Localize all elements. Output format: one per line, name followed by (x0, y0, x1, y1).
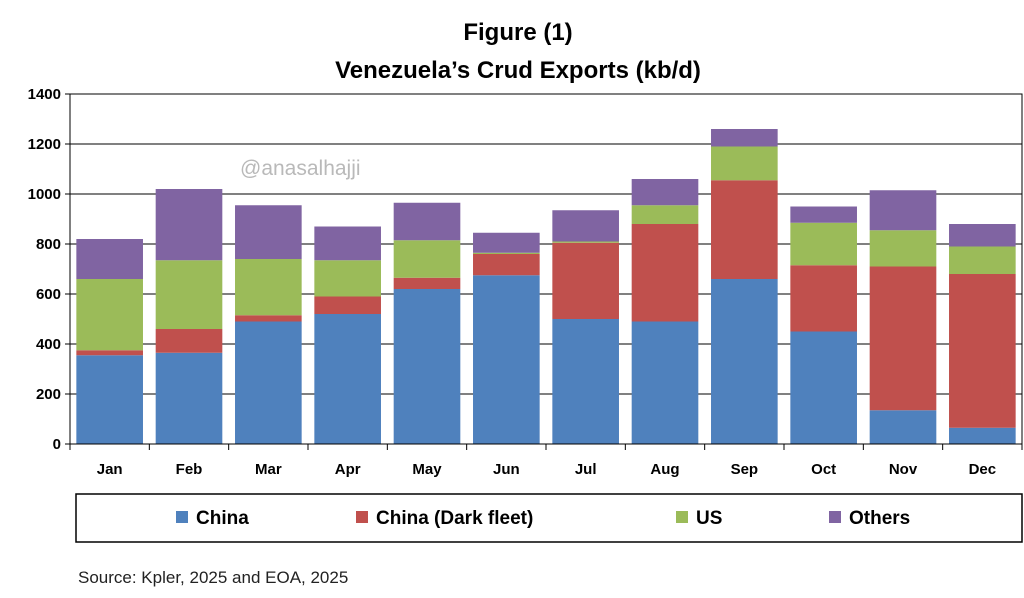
bars (76, 129, 1016, 444)
source-note: Source: Kpler, 2025 and EOA, 2025 (78, 568, 349, 587)
chart-title: Figure (1) (463, 19, 572, 46)
bar-us-jan (76, 279, 143, 351)
legend: China China (Dark fleet) US Others (176, 508, 910, 529)
chart-subtitle: Venezuela’s Crud Exports (kb/d) (335, 57, 701, 84)
bar-others-apr (314, 226, 381, 261)
bar-china-dark-fleet-dec (949, 274, 1016, 428)
bar-china-jun (473, 275, 540, 444)
y-tick-label: 800 (36, 236, 61, 253)
axes: 0 200 400 600 800 1000 1200 1400 Jan Feb Mar Apr May… (28, 86, 1023, 478)
x-tick-label: Mar (255, 461, 282, 478)
bar-us-feb (155, 260, 223, 329)
bar-us-mar (235, 259, 302, 316)
legend-swatch (676, 511, 688, 523)
bar-others-jun (473, 232, 540, 253)
watermark: @anasalhajji (240, 157, 361, 180)
y-tick-label: 1000 (28, 186, 61, 203)
bar-us-jul (552, 241, 619, 243)
bar-us-aug (631, 205, 699, 224)
bar-china-aug (631, 321, 699, 444)
bar-us-nov (869, 230, 937, 267)
bar-china-dark-fleet-nov (869, 266, 937, 411)
x-tick-label: Apr (335, 461, 361, 478)
y-tick-label: 400 (36, 336, 61, 353)
bar-others-aug (631, 179, 699, 206)
bar-china-dark-fleet-mar (235, 315, 302, 322)
x-tick-label: Sep (731, 461, 759, 478)
bar-others-jul (552, 210, 619, 242)
bar-others-sep (711, 129, 778, 147)
bar-china-oct (790, 331, 857, 444)
bar-others-mar (235, 205, 302, 259)
bar-us-apr (314, 260, 381, 297)
bar-china-apr (314, 314, 381, 444)
bar-china-dec (949, 427, 1016, 444)
bar-china-dark-fleet-jun (473, 254, 540, 276)
bar-us-may (393, 240, 461, 278)
bar-china-dark-fleet-jul (552, 242, 619, 319)
legend-box (75, 493, 1023, 543)
bar-china-dark-fleet-aug (631, 224, 699, 322)
legend-label: China (Dark fleet) (376, 508, 533, 529)
legend-label: China (196, 508, 249, 529)
legend-swatch (176, 511, 188, 523)
bar-china-jul (552, 319, 619, 444)
bar-others-nov (869, 190, 937, 231)
y-tick-label: 0 (53, 436, 61, 453)
bar-others-feb (155, 189, 223, 261)
bar-china-dark-fleet-oct (790, 265, 857, 332)
y-tick-label: 600 (36, 286, 61, 303)
y-tick-label: 1200 (28, 136, 61, 153)
bar-china-feb (155, 352, 223, 444)
bar-china-jan (76, 355, 143, 444)
x-tick-label: Aug (650, 461, 679, 478)
legend-swatch (829, 511, 841, 523)
x-tick-label: Jun (493, 461, 520, 478)
legend-label: US (696, 508, 722, 529)
bar-china-dark-fleet-may (393, 277, 461, 289)
legend-swatch (356, 511, 368, 523)
bar-china-nov (869, 410, 937, 444)
x-tick-label: Dec (969, 461, 997, 478)
bar-china-may (393, 289, 461, 444)
bar-us-sep (711, 146, 778, 181)
bar-china-dark-fleet-apr (314, 296, 381, 314)
x-tick-label: Jul (575, 461, 597, 478)
x-tick-label: Jan (97, 461, 123, 478)
legend-label: Others (849, 508, 910, 529)
bar-others-jan (76, 239, 143, 279)
bar-us-oct (790, 222, 857, 266)
bar-china-dark-fleet-feb (155, 329, 223, 353)
x-tick-label: May (412, 461, 442, 478)
y-tick-label: 200 (36, 386, 61, 403)
bar-us-jun (473, 252, 540, 254)
bar-us-dec (949, 246, 1016, 274)
x-tick-label: Nov (889, 461, 918, 478)
x-tick-label: Oct (811, 461, 836, 478)
bar-china-mar (235, 321, 302, 444)
bar-others-oct (790, 206, 857, 223)
gridlines (70, 93, 1022, 445)
bar-others-may (393, 202, 461, 241)
bar-china-dark-fleet-sep (711, 180, 778, 279)
bar-china-sep (711, 279, 778, 444)
bar-china-dark-fleet-jan (76, 350, 143, 356)
bar-others-dec (949, 224, 1016, 247)
y-tick-label: 1400 (28, 86, 61, 103)
x-tick-label: Feb (176, 461, 203, 478)
